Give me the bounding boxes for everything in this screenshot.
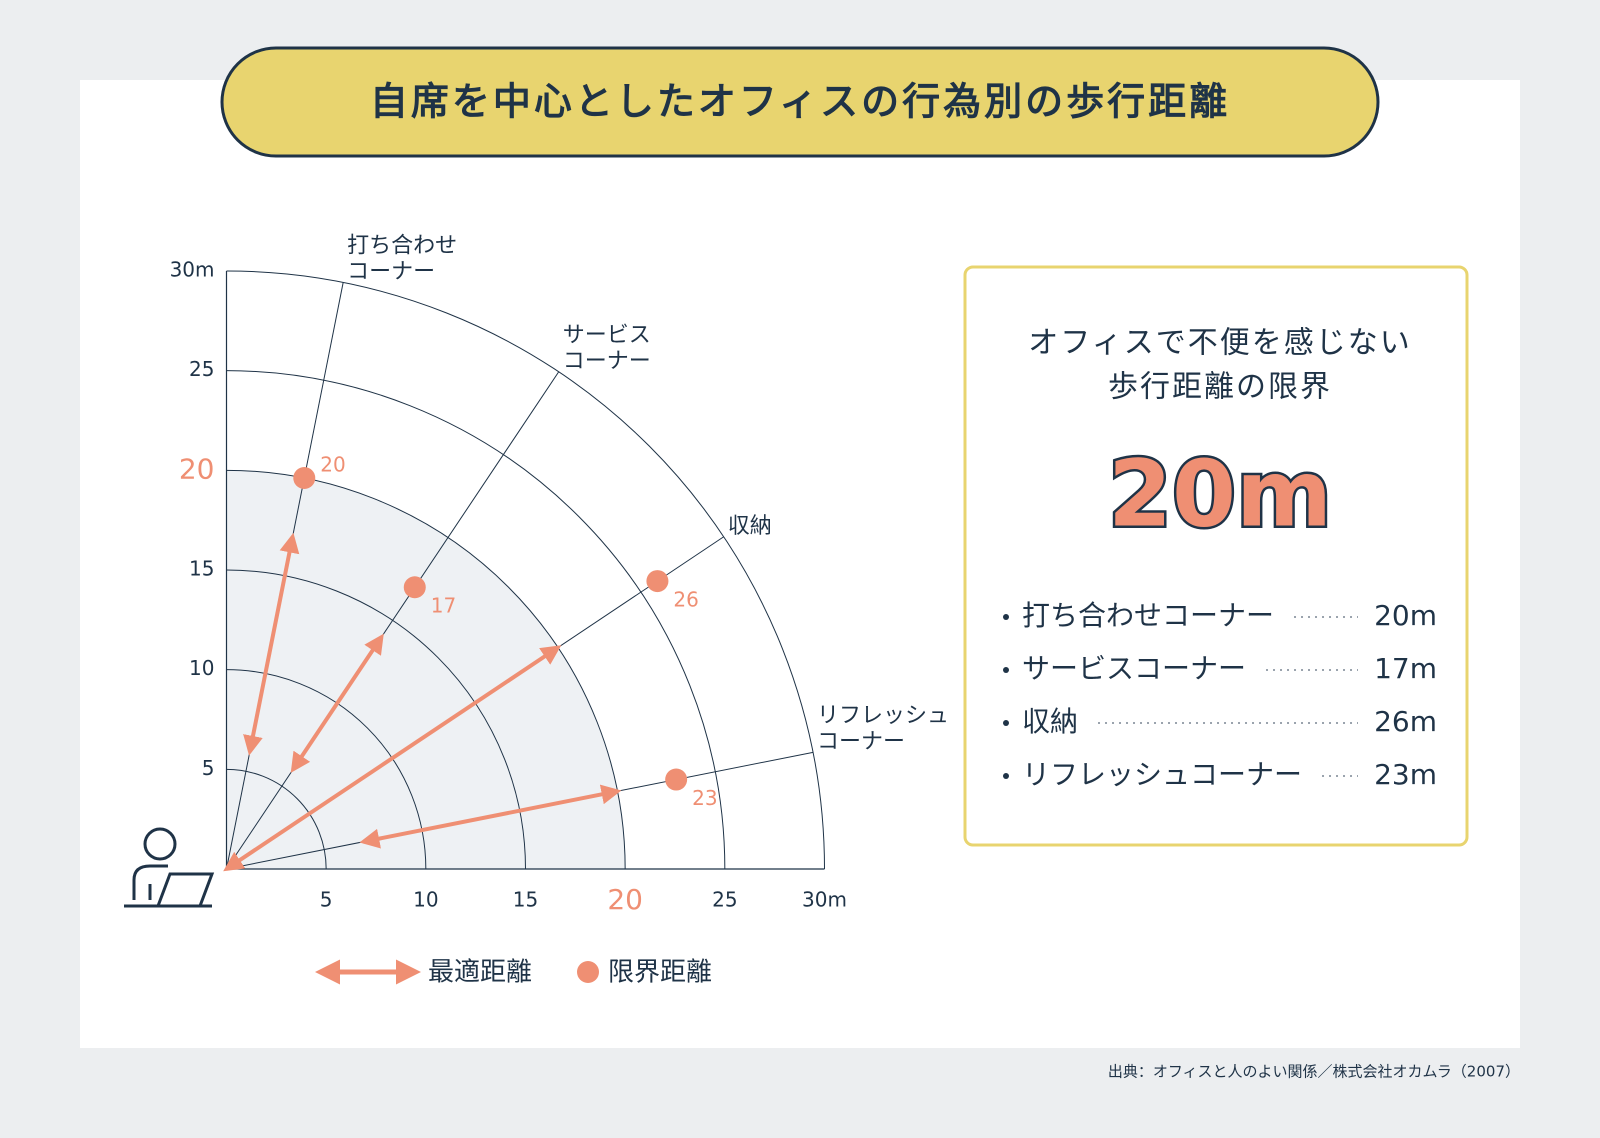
person-icon [124, 827, 215, 908]
y-tick-label: 5 [202, 756, 215, 780]
item-value: 23m [1374, 758, 1437, 791]
x-tick-label: 25 [712, 888, 737, 912]
item-value: 20m [1374, 599, 1437, 632]
value-label: 23 [692, 786, 717, 810]
y-tick-label: 25 [189, 357, 214, 381]
y-tick-label: 15 [189, 557, 214, 581]
item-value: 26m [1374, 705, 1437, 738]
title: 自席を中心としたオフィスの行為別の歩行距離 [370, 80, 1230, 124]
panel-title: オフィスで不便を感じない [1028, 326, 1411, 361]
limit-point [646, 570, 669, 593]
bullet [1003, 667, 1009, 673]
x-tick-label: 10 [413, 888, 438, 912]
limit-point [665, 768, 688, 791]
source: 出典：オフィスと人のよい関係／株式会社オカムラ（2007） [1108, 1063, 1520, 1081]
limit-point [403, 576, 426, 599]
x-tick-label: 15 [513, 888, 538, 912]
x-tick-label: 30m [802, 888, 847, 912]
y-tick-label: 20 [179, 452, 215, 485]
y-tick-label: 10 [189, 656, 214, 680]
item-name: サービスコーナー [1022, 652, 1246, 685]
value-label: 26 [673, 588, 698, 612]
value-label: 20 [320, 452, 345, 476]
panel-list: 打ち合わせコーナー 20m サービスコーナー 17m 収納 26m リフレッシュコーナー 23… [1003, 599, 1437, 791]
limit-point [293, 466, 316, 489]
optimal-range-arrow [223, 645, 562, 872]
legend-swatch [577, 961, 599, 983]
category-label: コーナー [817, 729, 905, 754]
title-pill [220, 46, 1380, 158]
legend-label: 最適距離 [428, 958, 532, 988]
category-label: サービス [563, 323, 651, 348]
grid-arc [226, 370, 726, 870]
bullet [1003, 614, 1009, 620]
category-label: 打ち合わせ [347, 233, 457, 258]
item-name: リフレッシュコーナー [1022, 758, 1302, 791]
x-tick-label: 5 [320, 888, 333, 912]
grid-arc [226, 270, 825, 870]
category-label: コーナー [563, 349, 651, 374]
item-name: 収納 [1022, 705, 1078, 738]
x-tick-label: 20 [607, 883, 643, 916]
item-name: 打ち合わせコーナー [1022, 599, 1274, 632]
summary-panel [963, 265, 1469, 847]
legend-label: 限界距離 [608, 958, 712, 988]
item-value: 17m [1374, 652, 1437, 685]
grid-arc [226, 469, 626, 870]
category-label: リフレッシュ [817, 703, 949, 728]
panel-title: 歩行距離の限界 [1108, 370, 1332, 405]
value-label: 17 [431, 594, 456, 618]
panel-value: 20m [1108, 440, 1332, 547]
category-label: コーナー [347, 259, 435, 284]
bullet [1003, 773, 1009, 779]
polar-chart: 55101015152020252530m30m打ち合わせコーナーサービスコーナ… [170, 233, 949, 987]
optimal-range-arrow [359, 784, 622, 849]
y-tick-label: 30m [170, 258, 215, 282]
bullet [1003, 720, 1009, 726]
category-label: 収納 [728, 514, 772, 539]
